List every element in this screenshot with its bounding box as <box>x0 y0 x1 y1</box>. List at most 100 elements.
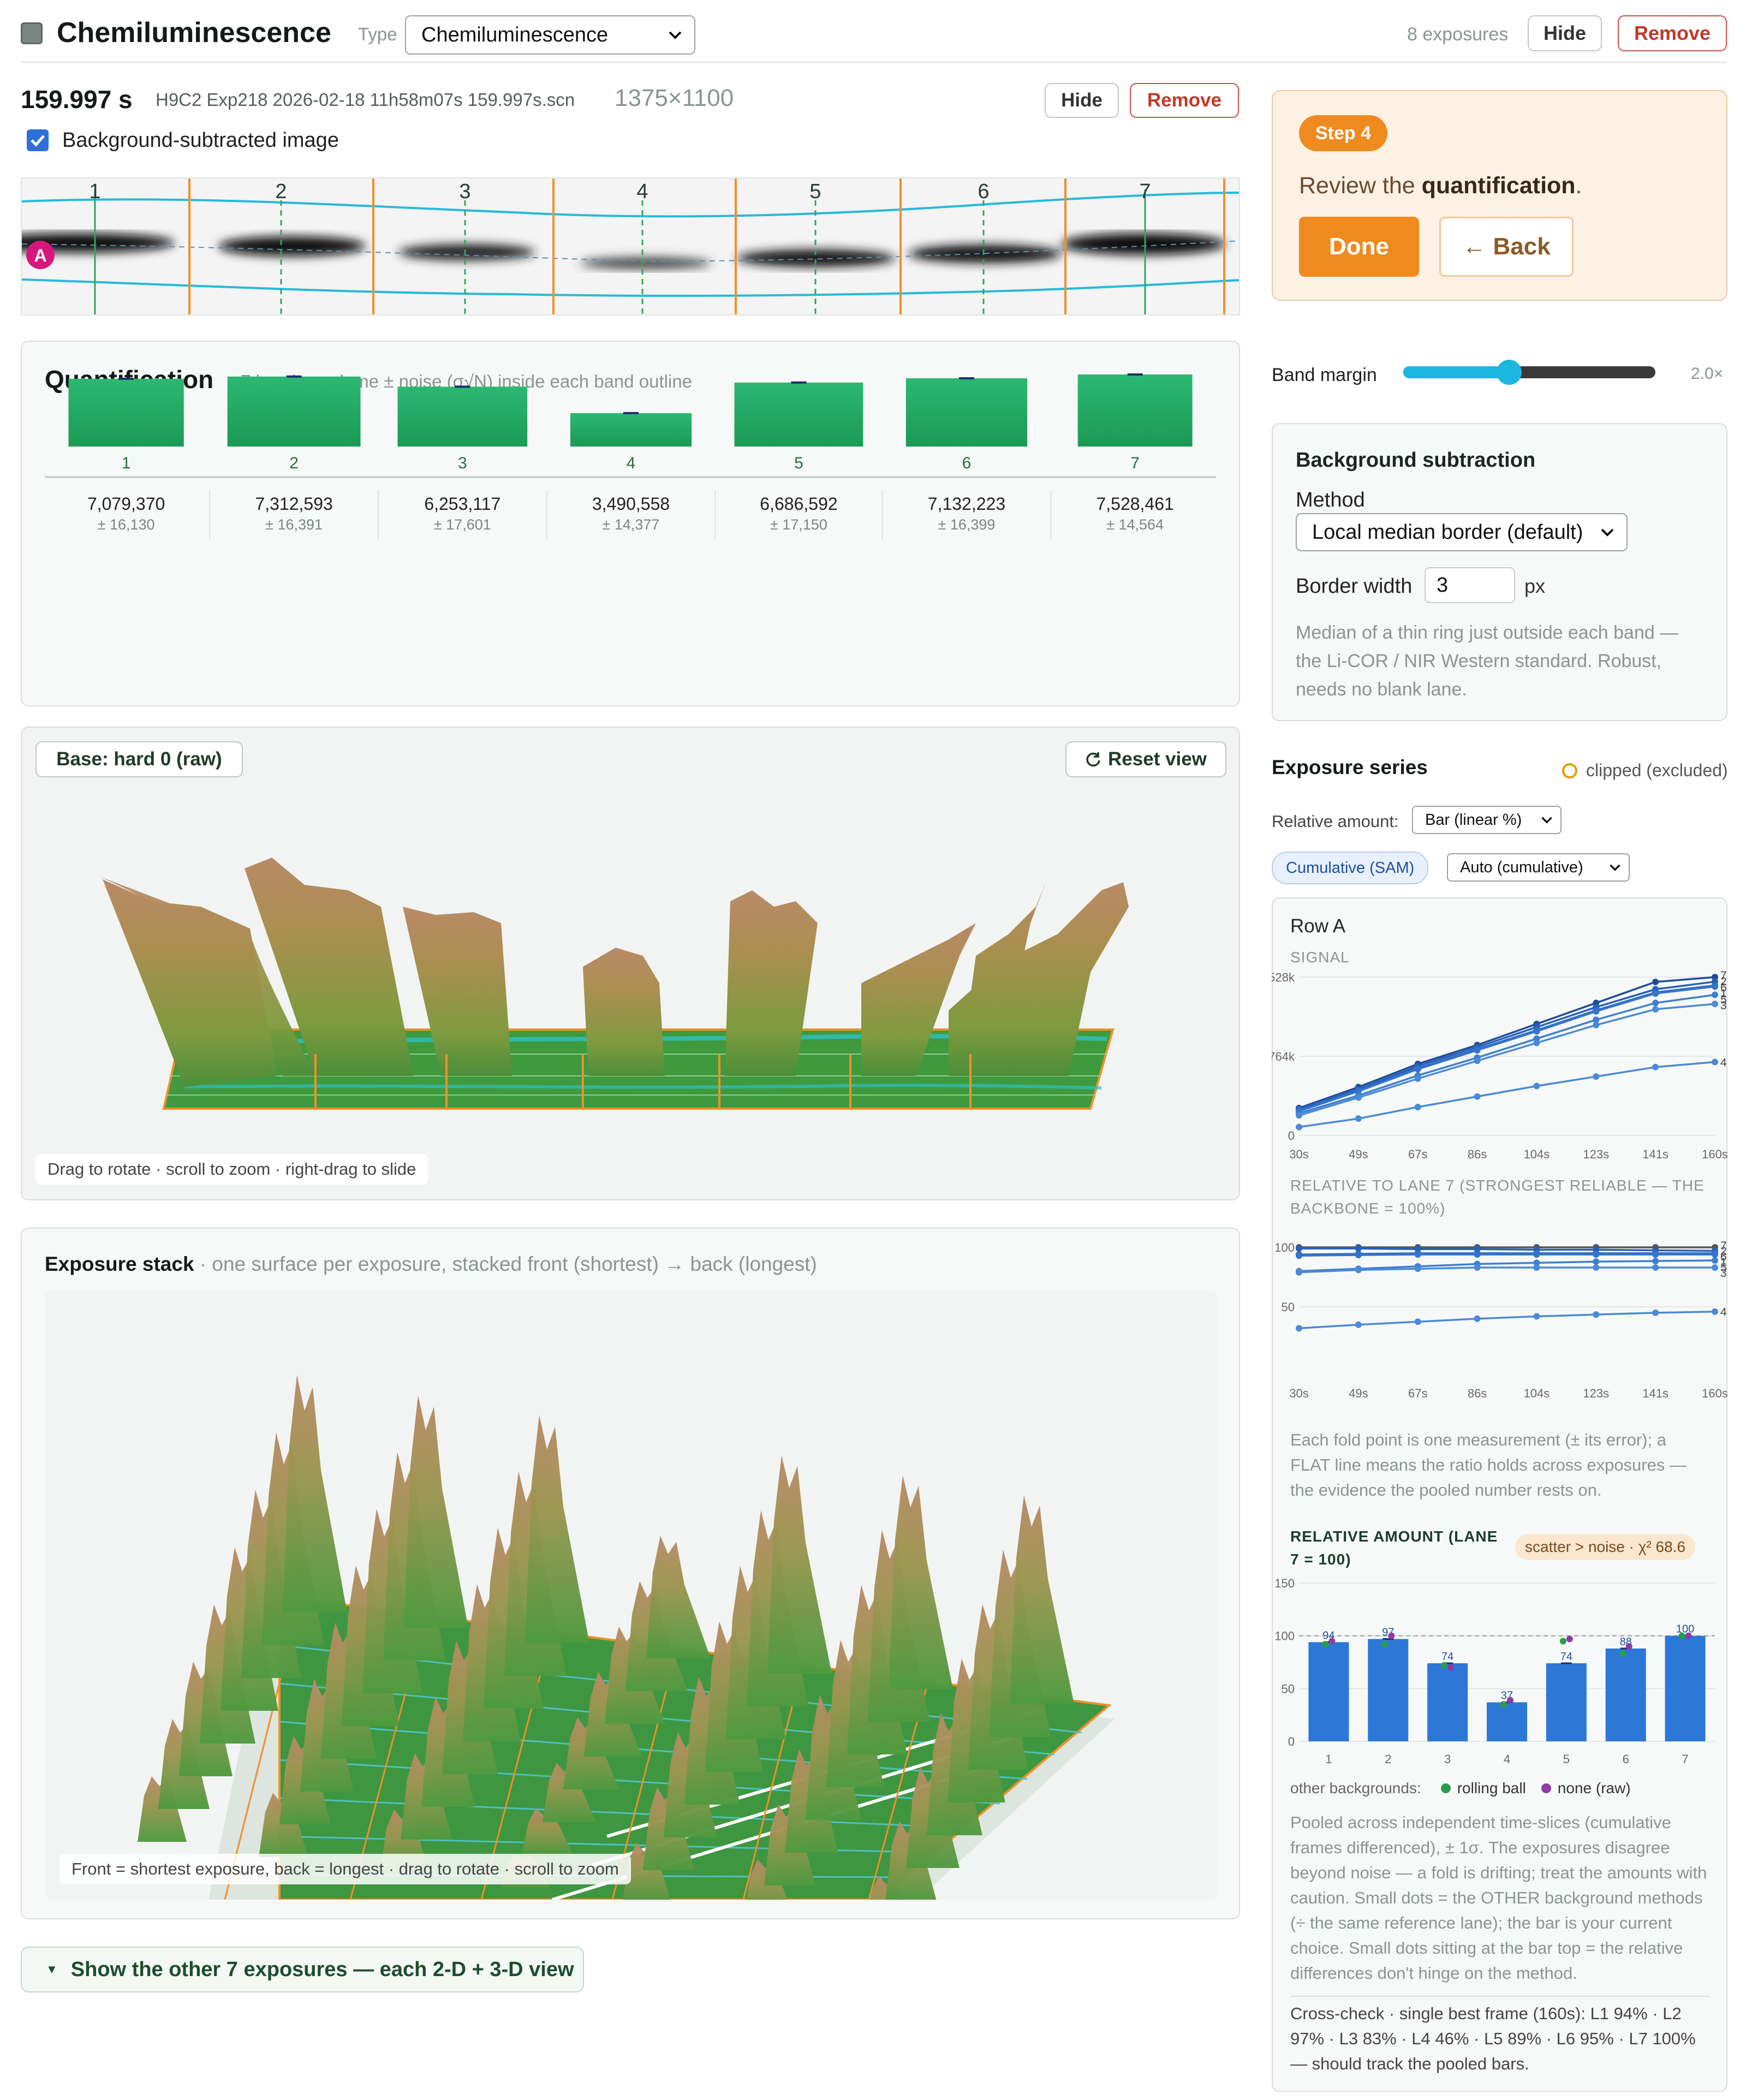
signal-point <box>1712 991 1718 998</box>
base-mode-button[interactable]: Base: hard 0 (raw) <box>35 741 243 777</box>
relative-series-line <box>1298 1259 1715 1272</box>
signal-point <box>1593 1021 1600 1028</box>
relative-point <box>1652 1264 1659 1271</box>
stack-subtitle: · one surface per exposure, stacked fron… <box>194 1253 817 1275</box>
signal-point <box>1533 1028 1540 1035</box>
none-raw-dot <box>1447 1664 1455 1671</box>
collapse-toggle[interactable] <box>21 22 43 44</box>
slider-thumb[interactable] <box>1497 360 1522 385</box>
lane-label: 5 <box>809 180 821 203</box>
relative-x-tick: 104s <box>1524 1387 1550 1400</box>
signal-point <box>1474 1057 1481 1064</box>
image-remove-button[interactable]: Remove <box>1130 83 1239 118</box>
relative-x-tick: 49s <box>1349 1387 1368 1400</box>
relbar-bar <box>1546 1663 1587 1741</box>
relbar-x-tick: 5 <box>1563 1752 1570 1766</box>
blot-image[interactable]: 1 2 3 4 5 6 7 A <box>21 177 1240 316</box>
relative-series-line <box>1299 1247 1715 1252</box>
relative-series-label: 7 <box>1720 1240 1727 1252</box>
relative-label: RELATIVE TO LANE 7 (STRONGEST RELIABLE —… <box>1290 1177 1705 1217</box>
relbar-y-tick: 150 <box>1274 1577 1295 1590</box>
relative-point <box>1414 1265 1421 1272</box>
relative-series-line <box>1298 1310 1715 1329</box>
rel-amount-select[interactable]: Bar (linear %) <box>1412 806 1562 834</box>
lane-label: 7 <box>1139 180 1151 203</box>
border-width-value: 3 <box>1437 574 1449 597</box>
band-margin-label: Band margin <box>1272 365 1377 385</box>
relative-point <box>1533 1264 1540 1271</box>
type-select[interactable]: Chemiluminescence <box>405 15 695 55</box>
method-select[interactable]: Local median border (default) <box>1296 513 1628 551</box>
signal-x-tick: 67s <box>1408 1147 1427 1161</box>
stack-peak <box>646 1536 711 1658</box>
show-more-label: Show the other 7 exposures — each 2-D + … <box>70 1958 574 1981</box>
step-text-bold: quantification <box>1421 172 1576 199</box>
rolling-ball-dot <box>1500 1701 1507 1708</box>
signal-point <box>1355 1094 1362 1101</box>
relative-series-label: 5 <box>1720 1262 1727 1274</box>
step-text-prefix: Review the <box>1299 172 1422 199</box>
relbar-y-tick: 0 <box>1288 1735 1295 1748</box>
border-width-label: Border width <box>1296 575 1413 598</box>
auto-cumulative-select[interactable]: Auto (cumulative) <box>1447 853 1630 882</box>
signal-series-label: 4 <box>1720 1057 1727 1069</box>
reset-view-button[interactable]: Reset view <box>1065 741 1226 777</box>
relative-series-label: 2 <box>1720 1245 1727 1258</box>
bg-subtracted-checkbox[interactable] <box>27 129 49 151</box>
signal-y-tick: 0 <box>1288 1129 1295 1143</box>
stack-render-area[interactable] <box>45 1290 1217 1900</box>
relative-point <box>1355 1245 1362 1252</box>
relbar-x-tick: 4 <box>1504 1752 1510 1766</box>
relbar-bar <box>1427 1663 1468 1741</box>
none-raw-dot <box>1507 1697 1513 1704</box>
header-divider <box>21 62 1727 63</box>
type-select-value: Chemiluminescence <box>421 23 609 46</box>
quant-bar-label: 3 <box>458 454 467 472</box>
signal-series-label: 7 <box>1720 969 1727 982</box>
band-margin-slider[interactable] <box>1403 360 1655 385</box>
surface-3d-render[interactable] <box>21 727 1240 1200</box>
lane-label: 4 <box>636 180 648 203</box>
signal-point <box>1652 990 1659 997</box>
border-width-input[interactable]: 3 <box>1425 567 1515 603</box>
show-more-button[interactable]: ▼ Show the other 7 exposures — each 2-D … <box>21 1947 584 1992</box>
signal-point <box>1652 1006 1659 1013</box>
rolling-ball-dot <box>1619 1650 1626 1657</box>
relative-point <box>1593 1311 1600 1318</box>
done-button[interactable]: Done <box>1299 217 1419 277</box>
signal-point <box>1474 1046 1481 1054</box>
none-raw-dot <box>1541 1783 1551 1793</box>
relative-y-tick: 50 <box>1282 1300 1295 1314</box>
rolling-ball-dot <box>1559 1638 1566 1645</box>
remove-button[interactable]: Remove <box>1618 15 1727 51</box>
image-hide-button[interactable]: Hide <box>1045 83 1119 118</box>
lane-label: 3 <box>459 180 470 203</box>
signal-series-label: 3 <box>1720 1000 1727 1012</box>
scatter-badge: scatter > noise · χ² 68.6 <box>1515 1534 1696 1560</box>
relative-point <box>1355 1266 1362 1274</box>
relative-point <box>1355 1252 1362 1259</box>
signal-point <box>1712 1001 1718 1008</box>
hide-button[interactable]: Hide <box>1528 15 1602 51</box>
slider-fill <box>1403 366 1510 378</box>
quant-bar <box>397 386 528 447</box>
quant-bar <box>570 413 692 447</box>
rel-amount-label: Relative amount: <box>1272 812 1399 831</box>
page-title: Chemiluminescence <box>57 17 331 49</box>
signal-series-line <box>1298 1003 1715 1117</box>
quant-cell-value: 6,686,592 <box>760 494 837 514</box>
back-button[interactable]: ← Back <box>1439 217 1574 277</box>
signal-series-label: 1 <box>1720 987 1727 1000</box>
quant-cell-value: 3,490,558 <box>592 494 670 514</box>
step-text-suffix: . <box>1575 172 1582 199</box>
auto-cumulative-value: Auto (cumulative) <box>1460 858 1583 876</box>
relbar-bar <box>1486 1702 1528 1741</box>
cumulative-pill[interactable]: Cumulative (SAM) <box>1272 852 1429 884</box>
stack-heading: Exposure stack · one surface per exposur… <box>45 1253 817 1276</box>
rolling-ball-dot <box>1322 1641 1329 1648</box>
row-marker[interactable] <box>26 241 55 269</box>
signal-point <box>1355 1115 1362 1122</box>
relative-point <box>1533 1251 1540 1258</box>
